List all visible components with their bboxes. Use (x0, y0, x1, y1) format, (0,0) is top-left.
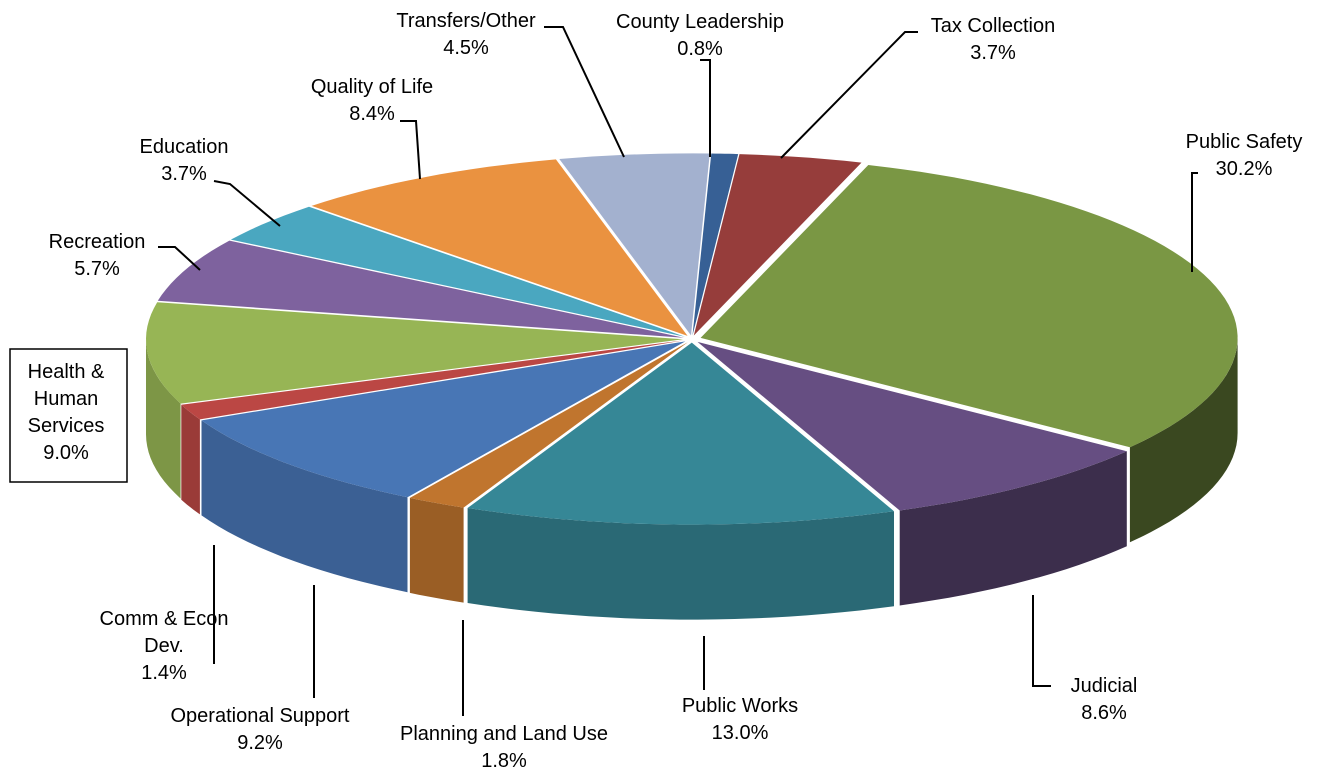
slice-side-health-human-services (146, 339, 181, 499)
slice-side-planning-and-land-use (409, 497, 464, 603)
slice-tax-collection (693, 154, 862, 336)
category-label-education: Education (140, 136, 229, 158)
slice-health-human-services (146, 302, 683, 404)
category-label-health-human-services: Health & (28, 361, 105, 383)
value-label-public-safety: 30.2% (1216, 158, 1273, 180)
category-label-comm-econ-dev: Dev. (144, 635, 184, 657)
slice-side-public-safety (1129, 337, 1238, 543)
slice-side-judicial (899, 451, 1127, 606)
label-box-health-human-services (9, 348, 128, 483)
label-leaders (158, 26, 1198, 716)
leader-line-public-safety (1191, 172, 1198, 272)
data-label-public-works: Public Works 13.0% (682, 695, 798, 744)
slice-side-public-works (467, 508, 894, 620)
value-label-education: 3.7% (161, 163, 207, 185)
value-label-operational-support: 9.2% (237, 732, 283, 754)
category-label-transfers-other: Transfers/Other (396, 10, 536, 32)
data-label-recreation: Recreation 5.7% (49, 231, 146, 280)
leader-line-transfers-other (544, 26, 625, 158)
data-label-quality-of-life: Quality of Life 8.4% (311, 76, 433, 125)
category-label-judicial: Judicial (1071, 675, 1138, 697)
value-label-county-leadership: 0.8% (677, 38, 723, 60)
category-label-comm-econ-dev: Comm & Econ (100, 608, 229, 630)
slice-county-leadership (692, 153, 739, 336)
slice-transfers-other (559, 153, 710, 336)
leader-line-recreation (158, 246, 201, 271)
data-label-operational-support: Operational Support 9.2% (170, 705, 349, 754)
data-label-tax-collection: Tax Collection 3.7% (931, 15, 1056, 64)
slice-education (230, 206, 686, 337)
category-label-tax-collection: Tax Collection (931, 15, 1056, 37)
category-label-health-human-services: Human (34, 388, 98, 410)
slice-operational-support (201, 341, 686, 498)
value-label-planning-and-land-use: 1.8% (481, 750, 527, 770)
slice-public-safety (700, 165, 1238, 448)
slice-comm-econ-dev (181, 340, 684, 420)
slice-quality-of-life (311, 159, 688, 336)
leader-line-quality-of-life (400, 120, 421, 180)
category-label-public-safety: Public Safety (1186, 131, 1303, 153)
leader-line-education (213, 180, 281, 227)
value-label-tax-collection: 3.7% (970, 42, 1016, 64)
category-label-public-works: Public Works (682, 695, 798, 717)
leader-line-judicial (1032, 595, 1051, 687)
data-label-comm-econ-dev: Comm & Econ Dev. 1.4% (100, 608, 229, 684)
slice-recreation (157, 240, 684, 338)
data-label-health-human-services: Health & Human Services 9.0% (28, 361, 105, 464)
slice-side-operational-support (201, 420, 408, 593)
slice-public-works (467, 342, 894, 525)
value-label-comm-econ-dev: 1.4% (141, 662, 187, 684)
slice-planning-and-land-use (409, 342, 688, 508)
data-label-county-leadership: County Leadership 0.8% (616, 11, 784, 60)
value-label-quality-of-life: 8.4% (349, 103, 395, 125)
category-label-health-human-services: Services (28, 415, 105, 437)
data-label-education: Education 3.7% (140, 136, 229, 185)
value-label-transfers-other: 4.5% (443, 37, 489, 59)
value-label-recreation: 5.7% (74, 258, 120, 280)
category-label-county-leadership: County Leadership (616, 11, 784, 33)
leader-line-county-leadership (700, 59, 711, 157)
value-label-judicial: 8.6% (1081, 702, 1127, 724)
category-label-quality-of-life: Quality of Life (311, 76, 433, 98)
value-label-public-works: 13.0% (712, 722, 769, 744)
slice-side-comm-econ-dev (181, 404, 200, 515)
data-label-transfers-other: Transfers/Other 4.5% (396, 10, 536, 59)
data-labels: County Leadership 0.8% Tax Collection 3.7% P… (9, 10, 1303, 770)
category-label-recreation: Recreation (49, 231, 146, 253)
data-label-public-safety: Public Safety 30.2% (1186, 131, 1303, 180)
value-label-health-human-services: 9.0% (43, 442, 89, 464)
category-label-planning-and-land-use: Planning and Land Use (400, 723, 608, 745)
category-label-operational-support: Operational Support (170, 705, 349, 727)
data-label-judicial: Judicial 8.6% (1071, 675, 1138, 724)
pie-sides (146, 337, 1238, 620)
pie-tops (146, 153, 1238, 525)
data-label-planning-and-land-use: Planning and Land Use 1.8% (400, 723, 608, 770)
leader-line-tax-collection (780, 31, 918, 159)
slice-judicial (697, 341, 1127, 511)
